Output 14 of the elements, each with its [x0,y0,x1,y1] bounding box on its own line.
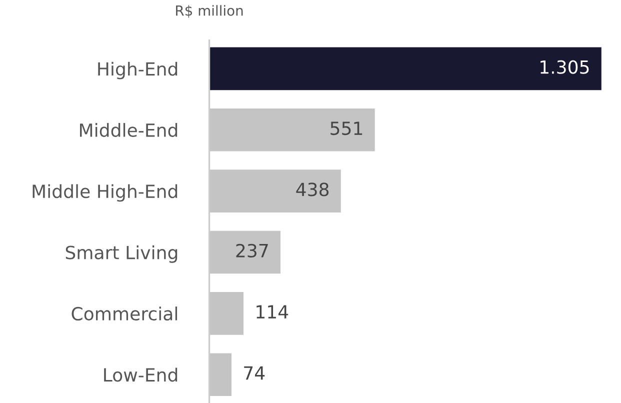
data-label: 237 [236,244,268,258]
y-tick-label: Commercial [72,306,178,321]
data-label: 74 [244,366,265,380]
data-label: 1.305 [540,60,589,74]
y-axis-title: R$ million [176,5,243,18]
data-label: 438 [296,182,329,196]
data-label: 114 [256,305,288,318]
y-tick-label: Middle-End [80,123,178,137]
bar [209,47,602,90]
y-tick-label: Smart Living [66,245,178,263]
data-label: 551 [330,122,362,136]
y-tick-label: Middle High-End [32,184,178,202]
y-tick-label: Low-End [104,368,178,382]
y-tick-label: High-End [98,62,178,80]
